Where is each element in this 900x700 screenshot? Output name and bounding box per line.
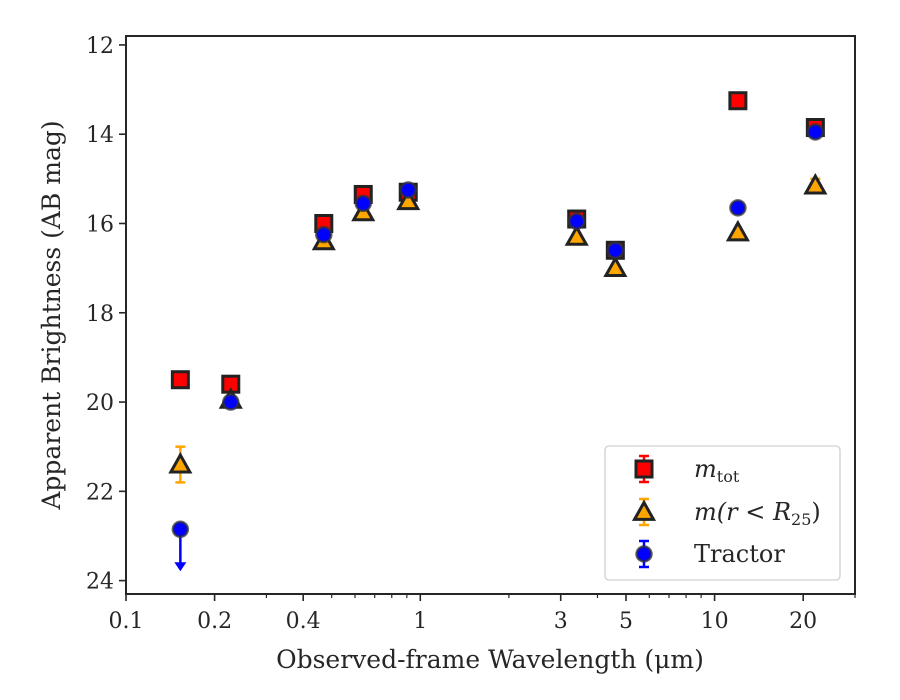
- x-tick-label: 1: [413, 609, 427, 634]
- y-tick-label: 24: [86, 570, 114, 595]
- data-point: [168, 451, 193, 474]
- axis-ticks: 0.1 0.2 0.4 1 3 5 10 20 12 14 16 18 20 22 24: [86, 34, 856, 634]
- data-point: [806, 123, 825, 141]
- legend-label: mtot: [694, 455, 740, 486]
- data-marks: [168, 91, 828, 572]
- legend-label: Tractor: [694, 540, 785, 568]
- legend-box: [604, 445, 841, 581]
- data-point: [171, 520, 190, 539]
- y-tick-label: 16: [86, 212, 114, 237]
- legend-label: m(r < R25): [694, 498, 821, 529]
- data-point: [803, 172, 828, 195]
- data-point: [606, 241, 625, 260]
- data-point: [354, 194, 373, 213]
- legend-marker: [634, 459, 654, 479]
- data-point: [396, 188, 421, 211]
- x-tick-label: 3: [554, 609, 568, 634]
- data-point: [564, 224, 589, 246]
- data-point: [170, 370, 190, 390]
- y-tick-label: 12: [86, 34, 114, 59]
- legend-item: m(r < R25): [631, 497, 821, 529]
- data-point: [315, 225, 333, 244]
- data-point: [725, 219, 750, 242]
- legend-item: Tractor: [635, 539, 785, 569]
- y-tick-label: 22: [86, 480, 114, 505]
- x-tick-label: 0.4: [286, 609, 321, 634]
- x-tick-label: 5: [619, 609, 633, 634]
- legend-item: mtot: [634, 454, 740, 486]
- data-point: [399, 181, 417, 199]
- data-point: [728, 91, 748, 111]
- y-tick-label: 20: [86, 391, 114, 416]
- y-tick-label: 14: [86, 123, 114, 148]
- x-axis-label: Observed-frame Wavelength (μm): [276, 645, 704, 674]
- y-tick-label: 18: [86, 302, 114, 327]
- upper-limit-arrow: [174, 562, 187, 572]
- x-tick-label: 0.2: [197, 609, 232, 634]
- data-point: [567, 212, 586, 231]
- x-tick-label: 0.1: [109, 609, 144, 634]
- plot-frame: [125, 35, 856, 595]
- data-point: [729, 199, 747, 217]
- x-tick-label: 10: [701, 609, 729, 634]
- series-circle: [171, 123, 825, 572]
- data-point: [222, 393, 240, 411]
- legend-marker: [631, 499, 657, 521]
- x-tick-label: 20: [789, 609, 817, 634]
- legend-marker: [635, 545, 653, 563]
- y-axis-label: Apparent Brightness (AB mag): [37, 120, 66, 510]
- data-point: [603, 255, 628, 278]
- legend: mtot m(r < R25) Tractor: [604, 445, 841, 581]
